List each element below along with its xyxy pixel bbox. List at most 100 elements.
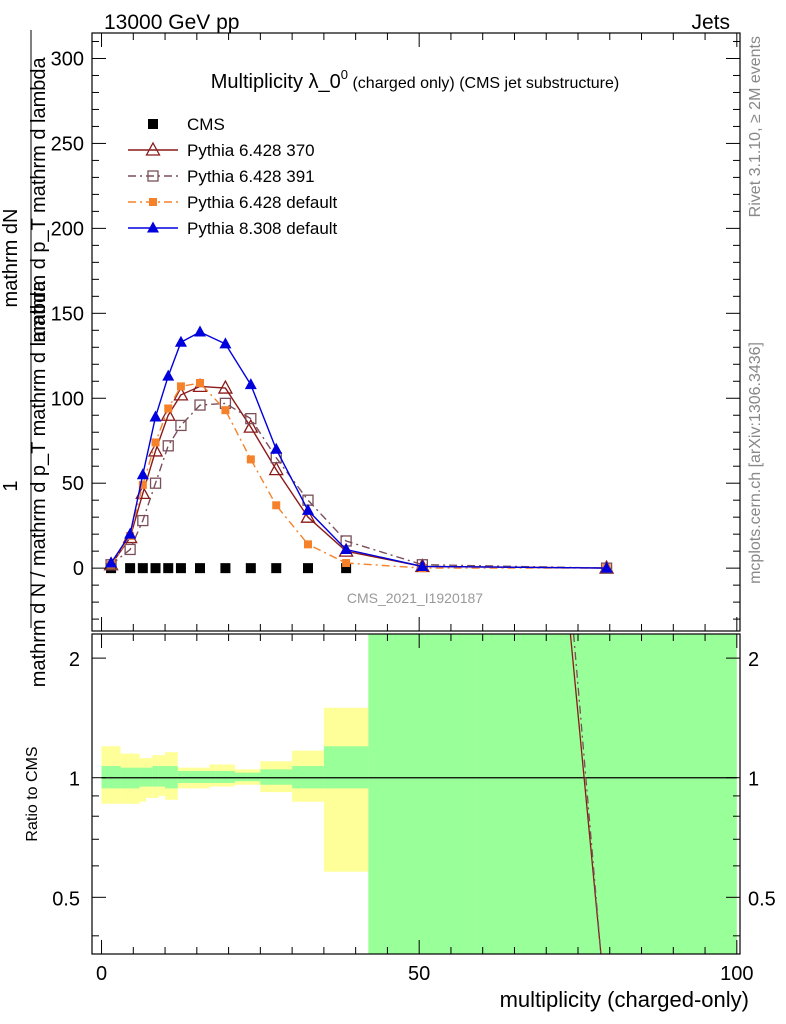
data-point-pythia-6-428-370 (243, 418, 259, 433)
stat-uncertainty-band (158, 766, 166, 787)
stat-uncertainty-band (247, 772, 261, 782)
data-point-pythia-8-308-default (219, 337, 232, 349)
series-line-pythia-6-428-370 (110, 385, 607, 569)
data-point-pythia-8-308-default (149, 410, 162, 422)
data-point-cms (195, 563, 205, 574)
stat-uncertainty-band (368, 634, 477, 954)
y-tick-label: 100 (51, 388, 84, 410)
stat-uncertainty-band (260, 769, 274, 785)
data-point-pythia-8-308-default (162, 369, 175, 381)
stat-uncertainty-band (152, 766, 159, 787)
y-tick-label: 300 (51, 48, 84, 70)
series-line-pythia-6-428-391 (110, 402, 607, 569)
data-point-pythia-6-428-370 (268, 461, 284, 476)
data-point-cms (245, 563, 256, 574)
data-point-pythia-6-428-391 (137, 514, 149, 527)
ratio-line-pythia-6-428-370 (569, 634, 602, 954)
ylabel-bottom: mathrm d N / mathrm d p_T mathrm d lambd… (28, 280, 50, 687)
ratio-y-tick-label-right: 0.5 (748, 888, 776, 910)
data-point-cms (150, 563, 161, 574)
data-point-cms (220, 563, 231, 574)
stat-uncertainty-band (209, 770, 216, 783)
data-point-pythia-6-428-370 (300, 508, 316, 523)
y-tick-label: 200 (51, 218, 84, 240)
chart-title: Multiplicity λ_00 (charged only) (CMS je… (211, 67, 619, 93)
legend-entry-pythia-6-428-370: Pythia 6.428 370 (187, 141, 315, 160)
chart-title-main: Multiplicity λ_0 (211, 71, 341, 93)
legend-entry-pythia-8-308-default: Pythia 8.308 default (187, 219, 338, 238)
data-point-pythia-6-428-391 (162, 440, 174, 452)
ratio-panel-frame (91, 633, 741, 955)
rivet-label: Rivet 3.1.10, ≥ 2M events (747, 36, 764, 217)
x-tick-label: 0 (96, 963, 107, 985)
legend-marker (148, 119, 158, 129)
data-point-pythia-6-428-370 (160, 406, 176, 421)
y-tick-label: 250 (51, 133, 84, 155)
data-point-pythia-6-428-391 (149, 477, 162, 489)
ratio-y-tick-label-right: 2 (748, 649, 759, 671)
stat-uncertainty-band (323, 746, 369, 789)
data-point-cms (137, 563, 148, 574)
data-point-pythia-6-428-default (164, 404, 173, 413)
data-point-pythia-6-428-391 (175, 419, 187, 432)
data-point-pythia-6-428-370 (173, 386, 189, 401)
chart-title-tail: (charged only) (CMS jet substructure) (348, 75, 619, 92)
data-point-pythia-8-308-default (174, 335, 187, 347)
legend: CMS Pythia 6.428 370 Pythia 6.428 391 Pythi… (128, 115, 338, 238)
legend-entry-pythia-6-428-391: Pythia 6.428 391 (187, 167, 315, 186)
mcplots-label: mcplots.cern.ch [arXiv:1306.3436] (747, 342, 764, 584)
header-right: Jets (691, 11, 730, 34)
data-point-cms (163, 563, 174, 574)
stat-uncertainty-band (177, 770, 191, 783)
data-point-cms (303, 563, 313, 574)
ylabel-denominator: mathrm d p_T mathrm d lambda (28, 56, 50, 342)
chart-title-sup: 0 (341, 67, 348, 82)
data-point-cms (175, 563, 186, 574)
y-tick-label: 150 (51, 303, 84, 325)
stat-uncertainty-band (146, 767, 153, 787)
y-tick-label: 0 (73, 558, 84, 580)
data-point-pythia-6-428-default (196, 378, 204, 387)
data-point-cms (341, 563, 352, 574)
stat-uncertainty-band (139, 767, 146, 787)
ratio-y-tick-label: 2 (69, 649, 80, 671)
legend-entry-pythia-6-428-default: Pythia 6.428 default (187, 193, 338, 212)
data-point-pythia-8-308-default (105, 556, 118, 568)
data-point-pythia-8-308-default (270, 442, 283, 454)
ylabel-numerator: mathrm dN (0, 209, 22, 308)
data-point-pythia-6-428-default (272, 501, 281, 510)
data-point-cms (125, 563, 136, 574)
x-tick-label: 50 (408, 963, 430, 985)
data-point-pythia-6-428-391 (245, 412, 257, 425)
legend-marker (147, 221, 159, 233)
main-panel-frame (91, 32, 741, 632)
series-line-pythia-8-308-default (110, 331, 607, 569)
x-tick-label: 100 (720, 963, 753, 985)
data-point-pythia-8-308-default (340, 542, 353, 554)
total-uncertainty-band (323, 707, 369, 872)
stat-uncertainty-band (190, 770, 210, 783)
legend-marker (147, 170, 159, 182)
data-point-pythia-6-428-default (221, 406, 230, 415)
ratio-ylabel: Ratio to CMS (24, 746, 41, 841)
ratio-y-tick-label: 0.5 (52, 888, 80, 910)
data-point-pythia-8-308-default (194, 325, 206, 337)
ylabel-one: 1 (0, 480, 22, 491)
stat-uncertainty-band (215, 770, 235, 783)
stat-uncertainty-band (476, 634, 737, 954)
data-point-pythia-8-308-default (124, 527, 137, 539)
stat-uncertainty-band (234, 772, 248, 782)
data-point-pythia-6-428-370 (147, 442, 164, 457)
data-point-pythia-8-308-default (416, 559, 429, 571)
legend-entry-cms: CMS (187, 115, 225, 134)
data-point-pythia-6-428-391 (124, 543, 136, 556)
legend-marker (145, 141, 161, 156)
data-point-pythia-6-428-default (151, 438, 160, 447)
stat-uncertainty-band (273, 769, 293, 785)
data-point-pythia-6-428-391 (194, 399, 206, 411)
ratio-panel: 0.5 0.5 1 1 2 2 0 50 100 Ratio to CMS multiplici… (24, 633, 776, 1012)
ratio-y-tick-label-right: 1 (748, 769, 759, 791)
data-point-pythia-6-428-default (176, 382, 185, 391)
